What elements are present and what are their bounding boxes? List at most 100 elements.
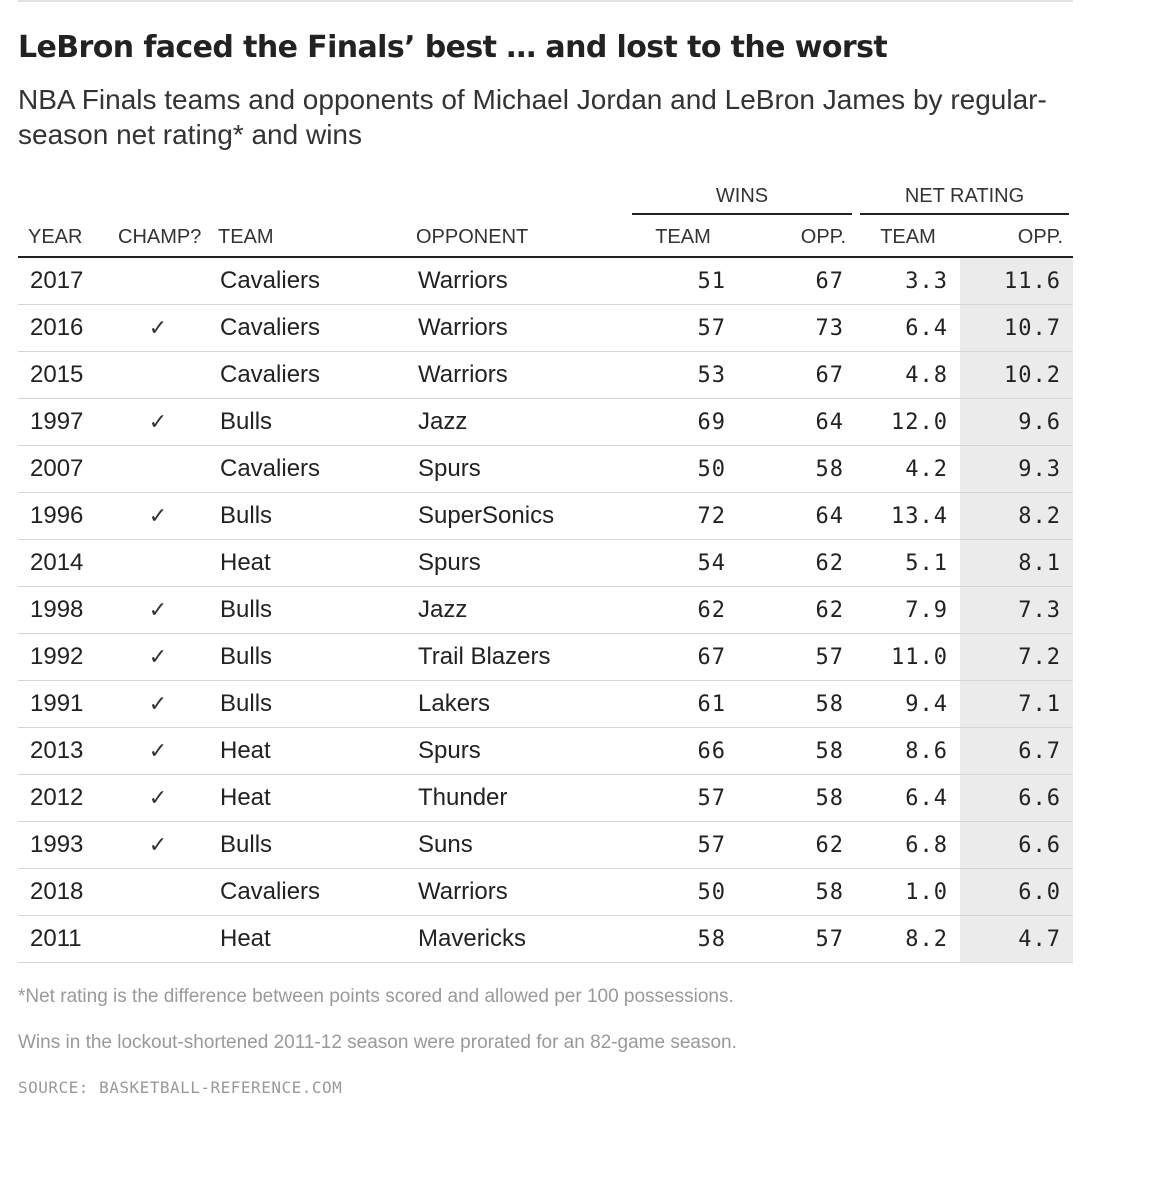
cell-team: Bulls bbox=[208, 398, 406, 446]
cell-opponent: Jazz bbox=[406, 586, 628, 634]
cell-net-team: 6.4 bbox=[856, 304, 960, 352]
cell-team: Cavaliers bbox=[208, 351, 406, 399]
table-row: 2013 ✓ Heat Spurs 66 58 8.6 6.7 bbox=[18, 727, 1073, 775]
cell-year: 2015 bbox=[18, 351, 108, 399]
cell-net-team: 12.0 bbox=[856, 398, 960, 446]
champion-check-icon: ✓ bbox=[108, 821, 208, 869]
cell-net-opp: 9.3 bbox=[960, 445, 1073, 493]
cell-opponent: Suns bbox=[406, 821, 628, 869]
champion-check-icon: ✓ bbox=[108, 633, 208, 681]
cell-net-team: 11.0 bbox=[856, 633, 960, 681]
cell-net-opp: 6.6 bbox=[960, 821, 1073, 869]
footnote-lockout: Wins in the lockout-shortened 2011-12 se… bbox=[18, 1032, 737, 1053]
cell-net-team: 8.2 bbox=[856, 915, 960, 963]
cell-wins-opp: 58 bbox=[738, 445, 856, 493]
group-header-wins: WINS bbox=[628, 182, 856, 218]
cell-team: Heat bbox=[208, 539, 406, 587]
column-header-row: YEAR CHAMP? TEAM OPPONENT TEAM OPP. TEAM… bbox=[18, 218, 1073, 258]
cell-net-team: 6.4 bbox=[856, 774, 960, 822]
cell-team: Heat bbox=[208, 727, 406, 775]
cell-wins-team: 57 bbox=[628, 821, 738, 869]
cell-net-opp: 7.1 bbox=[960, 680, 1073, 728]
cell-net-opp: 11.6 bbox=[960, 257, 1073, 305]
header-wins-opp: OPP. bbox=[738, 218, 856, 258]
cell-team: Cavaliers bbox=[208, 304, 406, 352]
cell-year: 2012 bbox=[18, 774, 108, 822]
table-row: 2011 Heat Mavericks 58 57 8.2 4.7 bbox=[18, 915, 1073, 963]
cell-champ-empty bbox=[108, 539, 208, 587]
group-label-net-rating: NET RATING bbox=[860, 185, 1069, 215]
cell-wins-opp: 62 bbox=[738, 586, 856, 634]
cell-net-opp: 8.2 bbox=[960, 492, 1073, 540]
cell-year: 1993 bbox=[18, 821, 108, 869]
cell-year: 1992 bbox=[18, 633, 108, 681]
cell-champ-empty bbox=[108, 257, 208, 305]
table-row: 2016 ✓ Cavaliers Warriors 57 73 6.4 10.7 bbox=[18, 304, 1073, 352]
footnote-net-rating: *Net rating is the difference between po… bbox=[18, 986, 734, 1007]
cell-opponent: Warriors bbox=[406, 351, 628, 399]
cell-year: 2014 bbox=[18, 539, 108, 587]
table-body: 2017 Cavaliers Warriors 51 67 3.3 11.6 2016 ✓ Cav… bbox=[18, 257, 1073, 963]
cell-net-opp: 4.7 bbox=[960, 915, 1073, 963]
header-champ: CHAMP? bbox=[108, 218, 208, 258]
champion-check-icon: ✓ bbox=[108, 774, 208, 822]
cell-opponent: Trail Blazers bbox=[406, 633, 628, 681]
header-team: TEAM bbox=[208, 218, 406, 258]
cell-opponent: Mavericks bbox=[406, 915, 628, 963]
cell-wins-team: 54 bbox=[628, 539, 738, 587]
cell-champ-empty bbox=[108, 445, 208, 493]
header-opponent: OPPONENT bbox=[406, 218, 628, 258]
cell-net-opp: 6.7 bbox=[960, 727, 1073, 775]
cell-net-team: 8.6 bbox=[856, 727, 960, 775]
cell-wins-opp: 58 bbox=[738, 680, 856, 728]
cell-wins-opp: 67 bbox=[738, 351, 856, 399]
finals-table: WINS NET RATING YEAR CHAMP? TEAM OPPONEN… bbox=[18, 182, 1073, 963]
table-row: 1991 ✓ Bulls Lakers 61 58 9.4 7.1 bbox=[18, 680, 1073, 728]
cell-year: 2017 bbox=[18, 257, 108, 305]
cell-year: 2013 bbox=[18, 727, 108, 775]
table-row: 1992 ✓ Bulls Trail Blazers 67 57 11.0 7.2 bbox=[18, 633, 1073, 681]
cell-opponent: Warriors bbox=[406, 257, 628, 305]
cell-opponent: Spurs bbox=[406, 445, 628, 493]
cell-team: Cavaliers bbox=[208, 868, 406, 916]
cell-team: Bulls bbox=[208, 680, 406, 728]
cell-champ-empty bbox=[108, 351, 208, 399]
table-row: 2007 Cavaliers Spurs 50 58 4.2 9.3 bbox=[18, 445, 1073, 493]
cell-wins-opp: 73 bbox=[738, 304, 856, 352]
cell-net-team: 9.4 bbox=[856, 680, 960, 728]
table-row: 2015 Cavaliers Warriors 53 67 4.8 10.2 bbox=[18, 351, 1073, 399]
cell-wins-opp: 64 bbox=[738, 492, 856, 540]
cell-wins-opp: 58 bbox=[738, 727, 856, 775]
cell-wins-opp: 58 bbox=[738, 774, 856, 822]
cell-wins-opp: 64 bbox=[738, 398, 856, 446]
table-row: 2018 Cavaliers Warriors 50 58 1.0 6.0 bbox=[18, 868, 1073, 916]
table-row: 2017 Cavaliers Warriors 51 67 3.3 11.6 bbox=[18, 257, 1073, 305]
cell-net-opp: 6.0 bbox=[960, 868, 1073, 916]
cell-opponent: Jazz bbox=[406, 398, 628, 446]
cell-wins-opp: 67 bbox=[738, 257, 856, 305]
cell-net-opp: 7.2 bbox=[960, 633, 1073, 681]
cell-net-team: 3.3 bbox=[856, 257, 960, 305]
cell-wins-opp: 57 bbox=[738, 633, 856, 681]
cell-wins-team: 57 bbox=[628, 774, 738, 822]
cell-team: Bulls bbox=[208, 821, 406, 869]
cell-team: Heat bbox=[208, 915, 406, 963]
cell-net-team: 4.2 bbox=[856, 445, 960, 493]
cell-opponent: Thunder bbox=[406, 774, 628, 822]
cell-year: 2016 bbox=[18, 304, 108, 352]
header-net-team: TEAM bbox=[856, 218, 960, 258]
cell-wins-opp: 62 bbox=[738, 821, 856, 869]
cell-net-opp: 10.7 bbox=[960, 304, 1073, 352]
cell-wins-team: 58 bbox=[628, 915, 738, 963]
cell-team: Heat bbox=[208, 774, 406, 822]
cell-opponent: Spurs bbox=[406, 539, 628, 587]
cell-year: 2007 bbox=[18, 445, 108, 493]
cell-opponent: Warriors bbox=[406, 304, 628, 352]
cell-net-team: 13.4 bbox=[856, 492, 960, 540]
cell-opponent: SuperSonics bbox=[406, 492, 628, 540]
cell-net-team: 7.9 bbox=[856, 586, 960, 634]
champion-check-icon: ✓ bbox=[108, 398, 208, 446]
cell-year: 2011 bbox=[18, 915, 108, 963]
table-row: 1998 ✓ Bulls Jazz 62 62 7.9 7.3 bbox=[18, 586, 1073, 634]
cell-net-opp: 10.2 bbox=[960, 351, 1073, 399]
